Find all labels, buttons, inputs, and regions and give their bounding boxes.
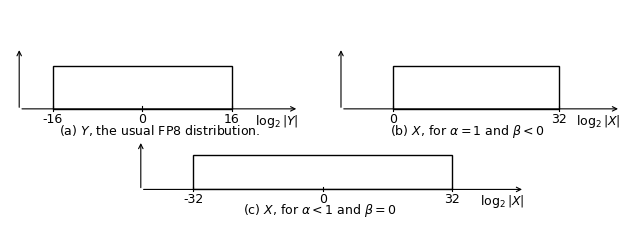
Text: -16: -16: [43, 113, 63, 126]
Text: 16: 16: [224, 113, 240, 126]
Text: $\log_2 |Y|$: $\log_2 |Y|$: [255, 113, 299, 130]
Bar: [193, 155, 452, 189]
Bar: [393, 66, 559, 109]
Text: 0: 0: [319, 193, 326, 206]
Text: 32: 32: [444, 193, 460, 206]
Text: $\log_2 |X|$: $\log_2 |X|$: [480, 193, 525, 210]
Text: (a) $Y$, the usual FP8 distribution.: (a) $Y$, the usual FP8 distribution.: [60, 123, 260, 138]
Text: (c) $X$, for $\alpha < 1$ and $\beta = 0$: (c) $X$, for $\alpha < 1$ and $\beta = 0…: [243, 202, 397, 219]
Text: 0: 0: [138, 113, 147, 126]
Text: 0: 0: [389, 113, 397, 126]
Bar: [52, 66, 232, 109]
Text: (b) $X$, for $\alpha = 1$ and $\beta < 0$: (b) $X$, for $\alpha = 1$ and $\beta < 0…: [390, 123, 545, 140]
Text: 32: 32: [551, 113, 566, 126]
Text: -32: -32: [183, 193, 204, 206]
Text: $\log_2 |X|$: $\log_2 |X|$: [576, 113, 621, 130]
